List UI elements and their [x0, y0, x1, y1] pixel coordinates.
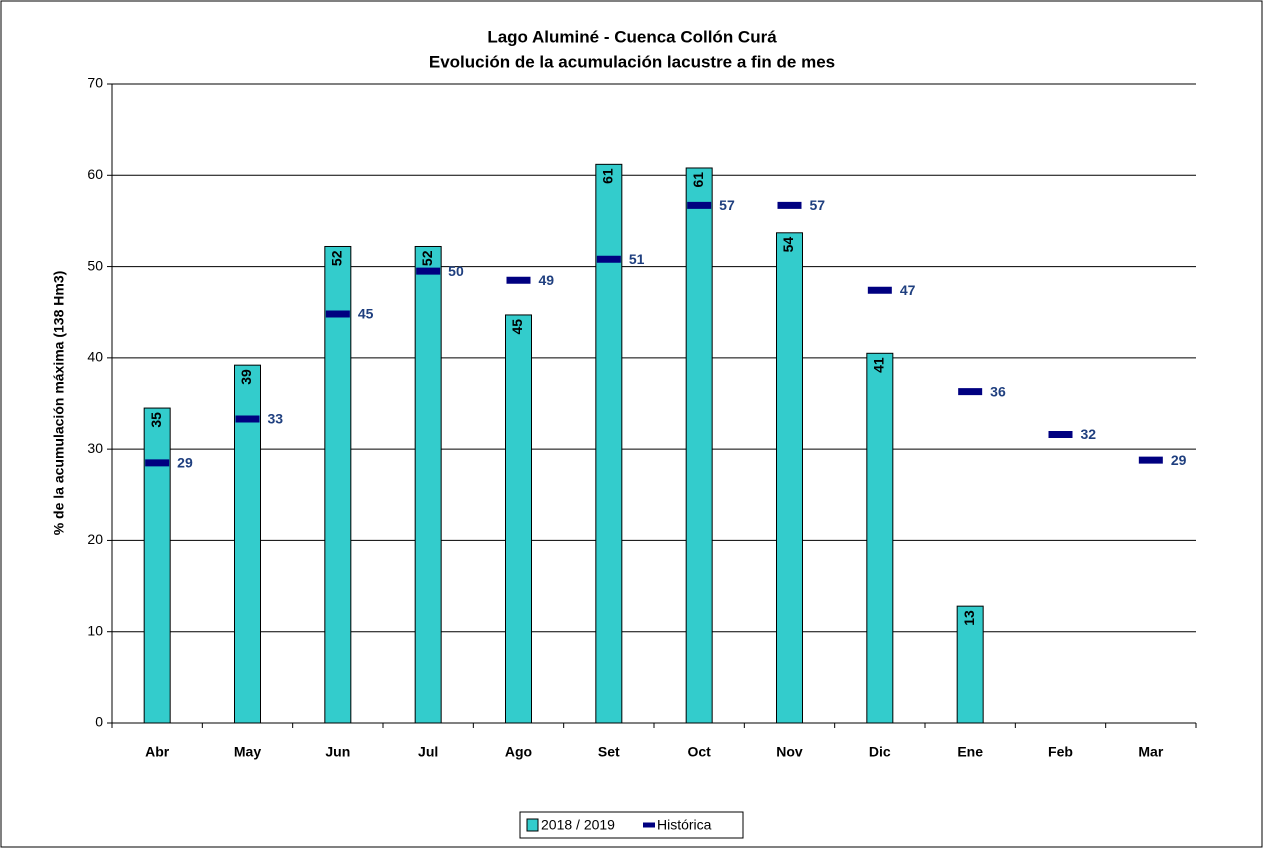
bar [776, 232, 803, 724]
legend-label: 2018 / 2019 [541, 817, 615, 833]
marker-value-label: 57 [719, 197, 735, 213]
y-axis-label: % de la acumulación máxima (138 Hm3) [51, 271, 67, 536]
y-tick-label: 0 [95, 714, 103, 730]
marker-value-label: 33 [268, 411, 284, 427]
bar [143, 407, 171, 724]
chart-title: Lago Aluminé - Cuenca Collón Curá [487, 27, 777, 46]
chart-subtitle: Evolución de la acumulación lacustre a f… [429, 52, 835, 71]
x-tick-label: Jul [418, 744, 438, 760]
bar-value-label: 13 [961, 610, 977, 626]
bar [414, 245, 442, 724]
y-tick-label: 40 [87, 349, 103, 365]
bar [234, 364, 261, 724]
bar-value-label: 52 [419, 250, 435, 266]
bar [956, 605, 984, 724]
x-tick-label: Set [598, 744, 620, 760]
marker-value-label: 32 [1081, 426, 1097, 442]
bar-value-label: 41 [871, 357, 887, 373]
bar-value-label: 54 [780, 237, 796, 253]
bar-value-label: 39 [238, 369, 254, 385]
marker-value-label: 29 [1171, 452, 1187, 468]
bar [324, 245, 352, 724]
bar-value-label: 35 [148, 412, 164, 428]
bar [685, 167, 713, 724]
x-tick-label: Ago [505, 744, 532, 760]
bar-value-label: 45 [509, 319, 525, 335]
y-tick-label: 70 [87, 75, 103, 91]
x-tick-label: Dic [869, 744, 891, 760]
bar-value-label: 52 [329, 250, 345, 266]
x-tick-label: Feb [1048, 744, 1073, 760]
marker-value-label: 51 [629, 251, 645, 267]
legend-swatch [526, 818, 539, 832]
marker-value-label: 36 [990, 383, 1006, 399]
bar [505, 314, 532, 724]
x-tick-label: Oct [687, 744, 711, 760]
x-tick-label: Ene [957, 744, 983, 760]
marker-value-label: 47 [900, 282, 916, 298]
y-tick-label: 10 [87, 622, 103, 638]
x-tick-label: Abr [145, 744, 170, 760]
legend-box [519, 811, 744, 839]
bar-value-label: 61 [600, 168, 616, 184]
bar [595, 163, 623, 724]
marker-value-label: 57 [810, 197, 826, 213]
marker-value-label: 45 [358, 306, 374, 322]
x-tick-label: May [234, 744, 261, 760]
y-tick-label: 60 [87, 166, 103, 182]
marker-value-label: 50 [448, 263, 464, 279]
y-tick-label: 20 [87, 531, 103, 547]
legend-label: Histórica [657, 817, 712, 833]
bar-value-label: 61 [690, 172, 706, 188]
marker-value-label: 29 [177, 455, 193, 471]
y-tick-label: 50 [87, 257, 103, 273]
y-tick-label: 30 [87, 440, 103, 456]
x-tick-label: Nov [776, 744, 803, 760]
x-tick-label: Jun [325, 744, 350, 760]
bar [866, 352, 894, 724]
x-tick-label: Mar [1138, 744, 1163, 760]
marker-value-label: 49 [539, 272, 555, 288]
